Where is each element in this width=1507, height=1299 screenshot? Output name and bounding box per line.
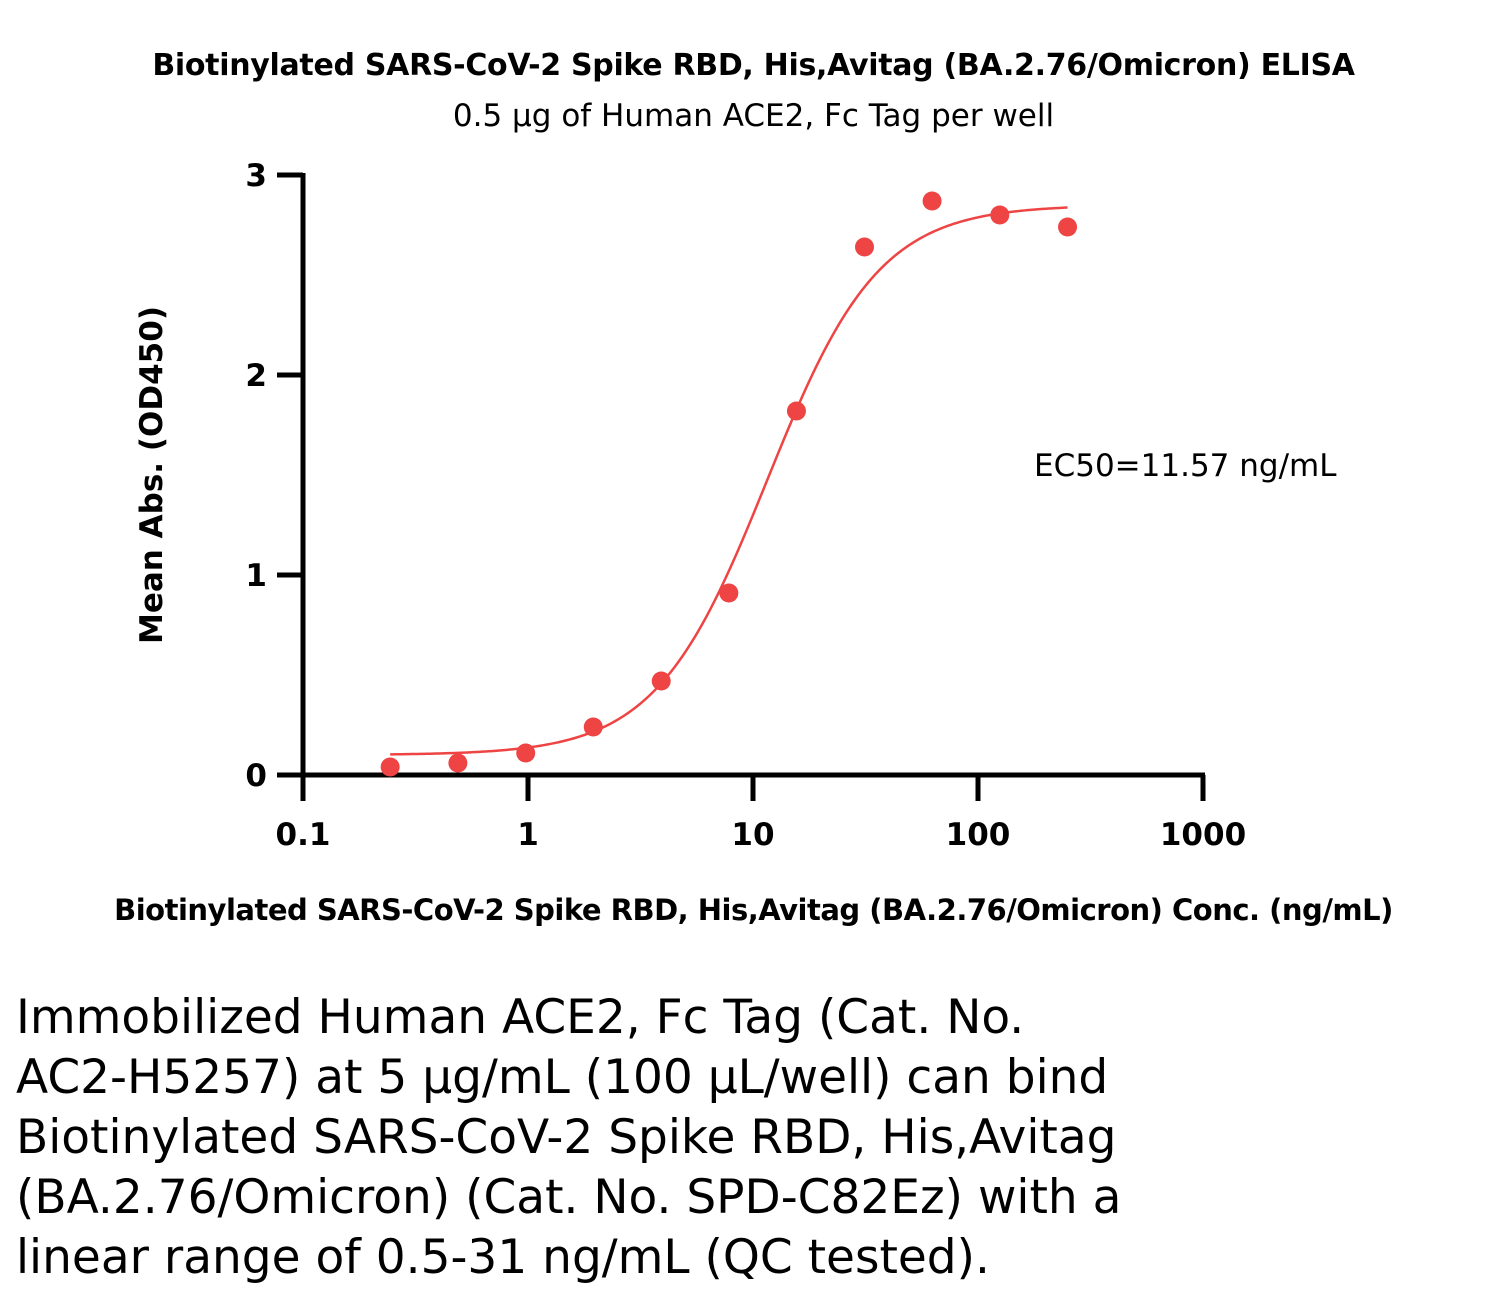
data-point (990, 205, 1010, 225)
ec50-annotation: EC50=11.57 ng/mL (1034, 448, 1337, 484)
axes: 0 1 2 3 0.1 1 10 100 1000 (245, 158, 1246, 853)
y-tick-label: 3 (245, 158, 267, 194)
data-point (516, 743, 536, 763)
data-points (380, 191, 1078, 777)
fit-curve (390, 206, 1068, 756)
y-tick-label: 0 (245, 758, 267, 794)
caption-line: Biotinylated SARS-CoV-2 Spike RBD, His,A… (16, 1110, 1117, 1165)
data-point (1058, 217, 1078, 237)
data-point (583, 717, 603, 737)
x-tick-label: 1000 (1160, 817, 1246, 853)
x-tick-label: 1 (517, 817, 539, 853)
data-point (651, 671, 671, 691)
data-point (786, 401, 806, 421)
caption-line: Immobilized Human ACE2, Fc Tag (Cat. No. (16, 990, 1025, 1045)
y-tick-label: 1 (245, 558, 267, 594)
data-point (922, 191, 942, 211)
caption-line: AC2-H5257) at 5 μg/mL (100 μL/well) can … (16, 1050, 1109, 1105)
chart-plot: 0 1 2 3 0.1 1 10 100 1000 Mean Abs. (OD450) (134, 158, 1246, 853)
x-tick-label: 0.1 (276, 817, 331, 853)
y-tick-label: 2 (245, 358, 267, 394)
chart-subtitle: 0.5 μg of Human ACE2, Fc Tag per well (452, 98, 1055, 134)
y-axis-title: Mean Abs. (OD450) (134, 306, 170, 644)
caption-line: linear range of 0.5-31 ng/mL (QC tested)… (16, 1230, 990, 1285)
x-axis-title: Biotinylated SARS-CoV-2 Spike RBD, His,A… (114, 893, 1393, 927)
data-point (448, 753, 468, 773)
figure-caption: Immobilized Human ACE2, Fc Tag (Cat. No.… (16, 988, 1316, 1288)
data-point (854, 237, 874, 257)
data-point (380, 757, 400, 777)
data-point (719, 583, 739, 603)
caption-line: (BA.2.76/Omicron) (Cat. No. SPD-C82Ez) w… (16, 1170, 1122, 1225)
x-tick-label: 10 (731, 817, 774, 853)
fit-curve-group (390, 206, 1068, 756)
x-tick-label: 100 (946, 817, 1011, 853)
chart-title: Biotinylated SARS-CoV-2 Spike RBD, His,A… (152, 48, 1355, 83)
